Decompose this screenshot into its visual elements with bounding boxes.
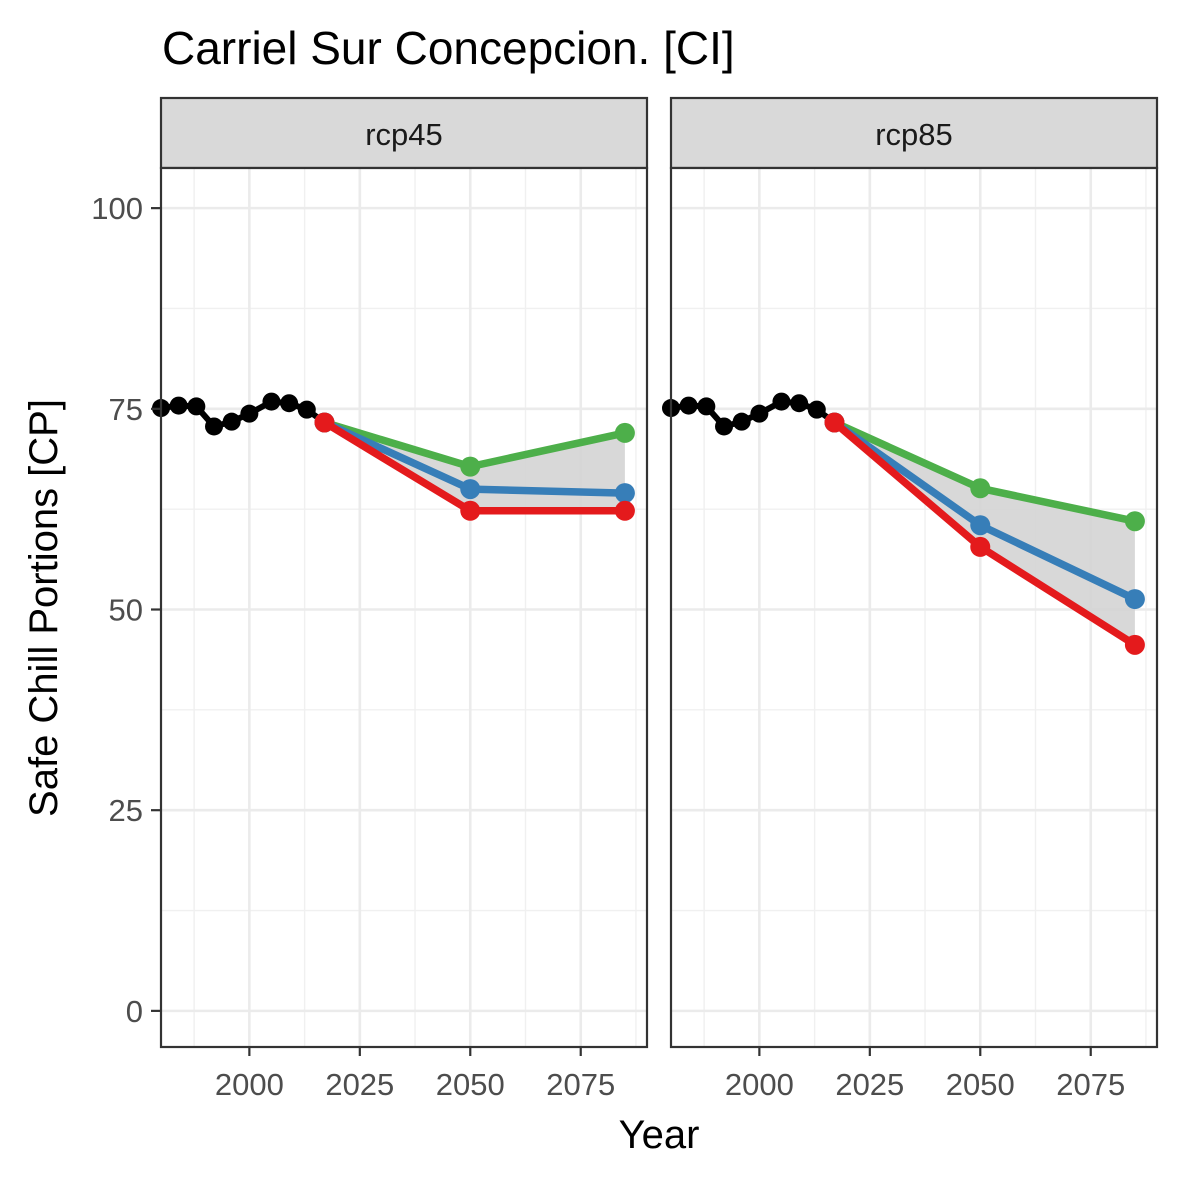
- observed-point: [790, 394, 809, 413]
- observed-point: [750, 404, 769, 423]
- x-tick-label: 2075: [546, 1067, 615, 1102]
- chart-title: Carriel Sur Concepcion. [CI]: [162, 22, 735, 74]
- observed-point: [280, 394, 299, 413]
- scenario-point-high: [460, 456, 481, 477]
- observed-point: [169, 396, 188, 415]
- observed-point: [732, 412, 751, 431]
- x-tick-label: 2000: [725, 1067, 794, 1102]
- y-tick-label: 100: [91, 191, 143, 226]
- observed-point: [187, 397, 206, 416]
- scenario-point-high: [614, 422, 635, 443]
- observed-point: [697, 397, 716, 416]
- panel-background: [161, 168, 647, 1047]
- panels: rcp45 rcp85: [152, 96, 1159, 1049]
- scenario-point-high: [970, 478, 991, 499]
- observed-point: [205, 417, 224, 436]
- scenario-point-low: [970, 536, 991, 557]
- x-tick-label: 2050: [436, 1067, 505, 1102]
- panel-rcp45: rcp45: [152, 96, 649, 1049]
- y-axis: 0 25 50 75 100: [91, 191, 161, 1029]
- x-tick-label: 2025: [835, 1067, 904, 1102]
- x-tick-label: 2075: [1056, 1067, 1125, 1102]
- scenario-point-mid: [460, 479, 481, 500]
- observed-point: [807, 400, 826, 419]
- observed-point: [240, 404, 259, 423]
- panel-border: [159, 166, 649, 1049]
- observed-point: [679, 396, 698, 415]
- y-axis-title: Safe Chill Portions [CP]: [22, 399, 66, 817]
- observed-point: [262, 392, 281, 411]
- panel-strip: [669, 96, 1159, 170]
- scenario-point-mid: [1124, 589, 1145, 610]
- y-tick-label: 25: [109, 793, 143, 828]
- panel-border: [669, 166, 1159, 1049]
- scenario-point-low: [1124, 634, 1145, 655]
- panel-strip: [159, 96, 649, 170]
- x-tick-label: 2025: [325, 1067, 394, 1102]
- scenario-point-mid: [970, 515, 991, 536]
- y-tick-label: 75: [109, 392, 143, 427]
- panel-strip-label: rcp45: [365, 117, 443, 152]
- scenario-point-low: [314, 412, 335, 433]
- scenario-point-low: [460, 500, 481, 521]
- panel-strip-label: rcp85: [875, 117, 953, 152]
- scenario-point-low: [824, 412, 845, 433]
- x-axis-title: Year: [619, 1113, 700, 1157]
- x-tick-label: 2000: [215, 1067, 284, 1102]
- y-tick-label: 50: [109, 593, 143, 628]
- scenario-point-high: [1124, 511, 1145, 532]
- scenario-point-mid: [614, 483, 635, 504]
- panel-rcp85: rcp85: [662, 96, 1159, 1049]
- x-axis: 2000 2025 2050 2075 2000 2025 2050 2075: [215, 1047, 1125, 1102]
- scenario-point-low: [614, 500, 635, 521]
- observed-point: [297, 400, 316, 419]
- y-tick-label: 0: [126, 994, 143, 1029]
- x-tick-label: 2050: [946, 1067, 1015, 1102]
- observed-point: [772, 392, 791, 411]
- observed-point: [715, 417, 734, 436]
- observed-point: [222, 412, 241, 431]
